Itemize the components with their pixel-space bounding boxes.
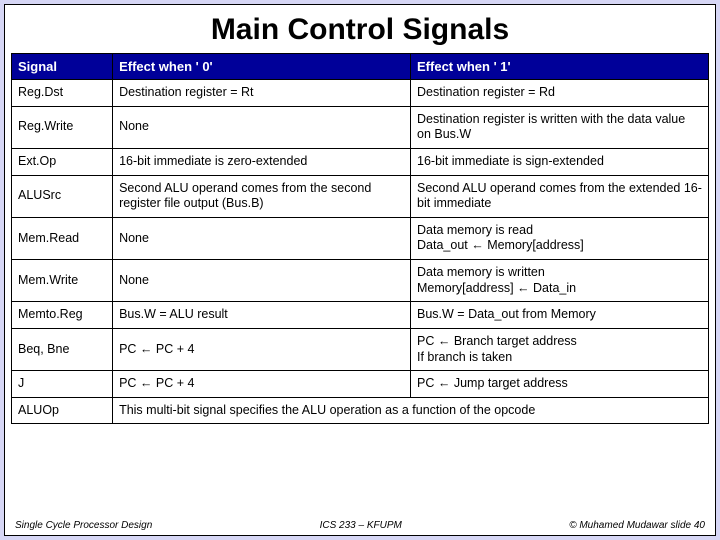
cell-effect0: PC ← PC + 4 — [113, 371, 411, 398]
cell-effect0: None — [113, 106, 411, 148]
cell-effect0: PC ← PC + 4 — [113, 328, 411, 370]
cell-effect0: Destination register = Rt — [113, 80, 411, 107]
cell-effect1: Destination register is written with the… — [411, 106, 709, 148]
cell-effect1: PC ← Branch target addressIf branch is t… — [411, 328, 709, 370]
cell-signal: J — [12, 371, 113, 398]
col-header-signal: Signal — [12, 54, 113, 80]
cell-effect0: 16-bit immediate is zero-extended — [113, 148, 411, 175]
cell-effect1: Second ALU operand comes from the extend… — [411, 175, 709, 217]
table-container: Signal Effect when ' 0' Effect when ' 1'… — [5, 53, 715, 517]
cell-effect1: Bus.W = Data_out from Memory — [411, 302, 709, 329]
table-row: ALUSrc Second ALU operand comes from the… — [12, 175, 709, 217]
cell-effect1: Data memory is writtenMemory[address] ← … — [411, 260, 709, 302]
table-row: Memto.Reg Bus.W = ALU result Bus.W = Dat… — [12, 302, 709, 329]
cell-signal: Beq, Bne — [12, 328, 113, 370]
cell-effect0: None — [113, 217, 411, 259]
slide-footer: Single Cycle Processor Design ICS 233 – … — [5, 517, 715, 535]
page-title: Main Control Signals — [5, 5, 715, 53]
cell-effect0: None — [113, 260, 411, 302]
cell-effect1: 16-bit immediate is sign-extended — [411, 148, 709, 175]
control-signals-table: Signal Effect when ' 0' Effect when ' 1'… — [11, 53, 709, 424]
table-header-row: Signal Effect when ' 0' Effect when ' 1' — [12, 54, 709, 80]
cell-aluop-desc: This multi-bit signal specifies the ALU … — [113, 397, 709, 424]
cell-signal: ALUOp — [12, 397, 113, 424]
table-row: Reg.Write None Destination register is w… — [12, 106, 709, 148]
cell-effect1: Destination register = Rd — [411, 80, 709, 107]
col-header-effect1: Effect when ' 1' — [411, 54, 709, 80]
cell-effect1: Data memory is readData_out ← Memory[add… — [411, 217, 709, 259]
cell-effect0: Second ALU operand comes from the second… — [113, 175, 411, 217]
cell-effect0: Bus.W = ALU result — [113, 302, 411, 329]
cell-signal: Reg.Dst — [12, 80, 113, 107]
col-header-effect0: Effect when ' 0' — [113, 54, 411, 80]
cell-signal: ALUSrc — [12, 175, 113, 217]
cell-signal: Ext.Op — [12, 148, 113, 175]
footer-right: © Muhamed Mudawar slide 40 — [569, 520, 705, 531]
footer-center: ICS 233 – KFUPM — [320, 520, 402, 531]
table-row: Reg.Dst Destination register = Rt Destin… — [12, 80, 709, 107]
cell-signal: Memto.Reg — [12, 302, 113, 329]
cell-signal: Reg.Write — [12, 106, 113, 148]
slide: Main Control Signals Signal Effect when … — [4, 4, 716, 536]
cell-signal: Mem.Read — [12, 217, 113, 259]
table-row-last: ALUOp This multi-bit signal specifies th… — [12, 397, 709, 424]
cell-signal: Mem.Write — [12, 260, 113, 302]
footer-left: Single Cycle Processor Design — [15, 520, 152, 531]
table-row: Ext.Op 16-bit immediate is zero-extended… — [12, 148, 709, 175]
cell-effect1: PC ← Jump target address — [411, 371, 709, 398]
table-row: Beq, Bne PC ← PC + 4 PC ← Branch target … — [12, 328, 709, 370]
table-row: Mem.Read None Data memory is readData_ou… — [12, 217, 709, 259]
table-row: J PC ← PC + 4 PC ← Jump target address — [12, 371, 709, 398]
table-row: Mem.Write None Data memory is writtenMem… — [12, 260, 709, 302]
